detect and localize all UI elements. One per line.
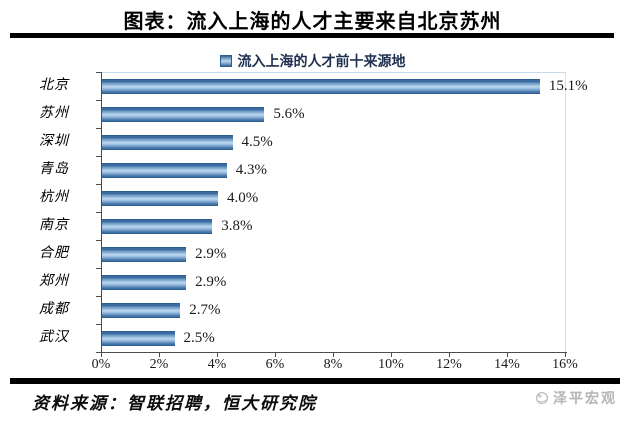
bar-row: 郑州 2.9% [0, 268, 625, 296]
y-tick [96, 156, 101, 157]
bar-row: 北京 15.1% [0, 72, 625, 100]
bar-row: 杭州 4.0% [0, 184, 625, 212]
bar-9 [102, 331, 175, 346]
x-tick-label: 10% [378, 357, 404, 372]
plot-area [101, 72, 566, 353]
source-note: 资料来源：智联招聘，恒大研究院 [32, 394, 317, 413]
category-label: 南京 [39, 218, 69, 233]
x-tick-label: 12% [436, 357, 462, 372]
bar-7 [102, 275, 187, 290]
category-label: 武汉 [39, 330, 69, 345]
y-tick [96, 352, 101, 353]
y-tick [96, 212, 101, 213]
bar-value-label: 15.1% [548, 78, 588, 94]
bar-2 [102, 135, 233, 150]
bar-3 [102, 163, 227, 178]
y-tick [96, 184, 101, 185]
globe-icon [535, 391, 549, 405]
bar-value-label: 4.3% [235, 162, 267, 178]
x-tick [391, 353, 392, 357]
bar-row: 青岛 4.3% [0, 156, 625, 184]
category-label: 青岛 [39, 162, 69, 177]
bar-value-label: 2.9% [195, 274, 227, 290]
bar-8 [102, 303, 181, 318]
legend-swatch-icon [219, 55, 232, 67]
y-tick [96, 100, 101, 101]
x-tick [275, 353, 276, 357]
y-tick [96, 72, 101, 73]
bar-row: 武汉 2.5% [0, 324, 625, 352]
y-tick [96, 268, 101, 269]
title-divider-line [10, 33, 614, 38]
category-label: 杭州 [39, 190, 69, 205]
category-label: 深圳 [39, 134, 69, 149]
x-tick-label: 14% [494, 357, 520, 372]
footer-divider-line [10, 378, 620, 384]
y-tick [96, 240, 101, 241]
bar-5 [102, 219, 213, 234]
x-tick [333, 353, 334, 357]
x-tick-label: 2% [149, 357, 169, 372]
bar-value-label: 2.5% [183, 330, 215, 346]
page-title: 图表：流入上海的人才主要来自北京苏州 [123, 11, 502, 33]
y-tick [96, 296, 101, 297]
bar-row: 合肥 2.9% [0, 240, 625, 268]
bar-4 [102, 191, 218, 206]
x-tick [159, 353, 160, 357]
category-axis-line [101, 72, 102, 353]
chart-legend: 流入上海的人才前十来源地 [0, 53, 625, 70]
category-label: 合肥 [39, 246, 69, 261]
bar-value-label: 4.5% [241, 134, 273, 150]
bar-0 [102, 79, 540, 94]
bar-value-label: 5.6% [273, 106, 305, 122]
bar-row: 深圳 4.5% [0, 128, 625, 156]
x-tick [507, 353, 508, 357]
bar-1 [102, 107, 265, 122]
bar-value-label: 2.7% [189, 302, 221, 318]
bar-row: 成都 2.7% [0, 296, 625, 324]
bar-row: 南京 3.8% [0, 212, 625, 240]
bar-6 [102, 247, 187, 262]
category-label: 郑州 [39, 274, 69, 289]
category-label: 苏州 [39, 106, 69, 121]
bar-value-label: 3.8% [221, 218, 253, 234]
x-tick-label: 6% [265, 357, 285, 372]
value-axis-line [101, 352, 567, 353]
bar-value-label: 2.9% [195, 246, 227, 262]
legend-label: 流入上海的人才前十来源地 [237, 55, 406, 70]
x-tick-label: 16% [552, 357, 578, 372]
x-tick [449, 353, 450, 357]
x-tick [101, 353, 102, 357]
y-tick [96, 128, 101, 129]
category-label: 北京 [39, 78, 69, 93]
x-tick-label: 8% [323, 357, 343, 372]
x-tick-label: 0% [91, 357, 111, 372]
x-tick [565, 353, 566, 357]
bar-value-label: 4.0% [227, 190, 259, 206]
watermark: 泽平宏观 [535, 388, 617, 408]
x-tick [217, 353, 218, 357]
bar-row: 苏州 5.6% [0, 100, 625, 128]
watermark-text: 泽平宏观 [553, 390, 617, 406]
y-tick [96, 324, 101, 325]
category-label: 成都 [39, 302, 69, 317]
x-tick-label: 4% [207, 357, 227, 372]
